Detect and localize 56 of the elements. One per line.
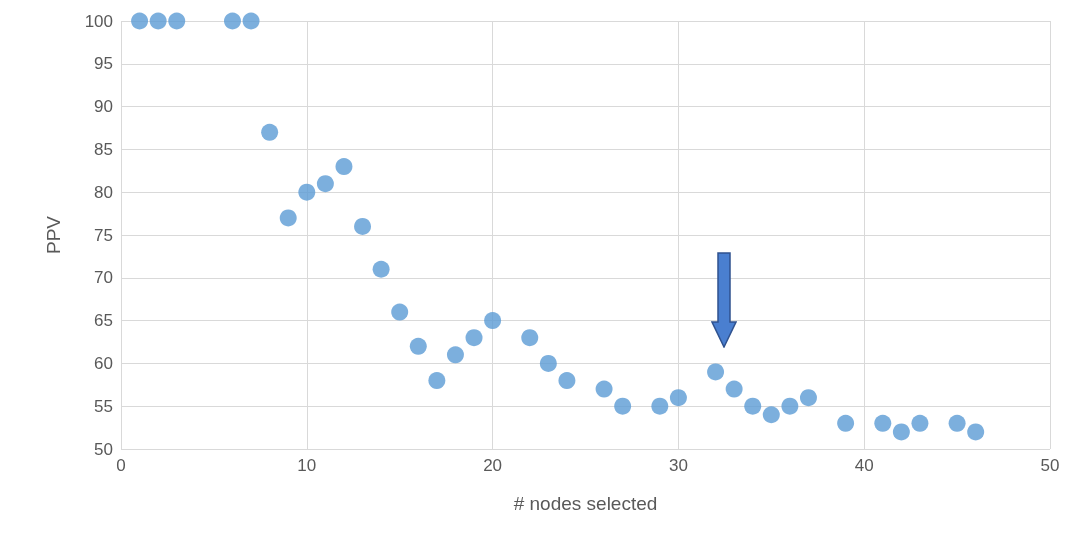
- point: [372, 260, 390, 278]
- x-tick-label: 0: [116, 456, 126, 475]
- x-axis-title: # nodes selected: [513, 493, 658, 514]
- point: [465, 329, 483, 347]
- point: [558, 372, 576, 390]
- point: [651, 397, 669, 415]
- point: [298, 183, 316, 201]
- y-tick-label: 85: [94, 139, 113, 159]
- point: [948, 414, 966, 432]
- y-tick-label: 70: [94, 268, 113, 288]
- point: [707, 363, 725, 381]
- point: [874, 414, 892, 432]
- point: [316, 175, 334, 193]
- x-tick-label: 50: [1040, 456, 1060, 475]
- point: [354, 217, 372, 235]
- point: [762, 406, 780, 424]
- point: [614, 397, 632, 415]
- y-tick-label: 55: [94, 396, 113, 416]
- point: [799, 389, 817, 407]
- y-tick-label: 100: [84, 11, 113, 31]
- point: [335, 158, 353, 176]
- point: [149, 12, 167, 30]
- point: [521, 329, 539, 347]
- y-axis-title: PPV: [43, 215, 64, 255]
- y-tick-label: 60: [94, 353, 113, 373]
- y-tick-label: 65: [94, 311, 113, 331]
- point: [279, 209, 297, 227]
- point: [168, 12, 186, 30]
- point: [967, 423, 985, 441]
- point: [484, 312, 502, 330]
- point: [428, 372, 446, 390]
- y-tick-label: 90: [94, 97, 113, 117]
- point: [595, 380, 613, 398]
- point: [539, 354, 557, 372]
- y-tick-label: 75: [94, 225, 113, 245]
- point: [131, 12, 149, 30]
- x-tick-label: 10: [297, 456, 317, 475]
- point: [261, 123, 279, 141]
- point: [409, 337, 427, 355]
- point: [391, 303, 409, 321]
- point: [224, 12, 241, 30]
- point: [911, 414, 929, 432]
- point: [744, 397, 762, 415]
- point: [837, 414, 855, 432]
- point: [242, 12, 260, 30]
- point: [892, 423, 910, 441]
- y-tick-label: 50: [94, 439, 113, 459]
- x-tick-label: 40: [854, 456, 874, 475]
- point: [781, 397, 799, 415]
- point: [669, 389, 687, 407]
- x-tick-label: 30: [668, 456, 688, 475]
- y-tick-label: 95: [94, 54, 113, 74]
- y-tick-label: 80: [94, 182, 113, 202]
- point: [725, 380, 743, 398]
- point: [446, 346, 464, 364]
- x-tick-label: 20: [483, 456, 503, 475]
